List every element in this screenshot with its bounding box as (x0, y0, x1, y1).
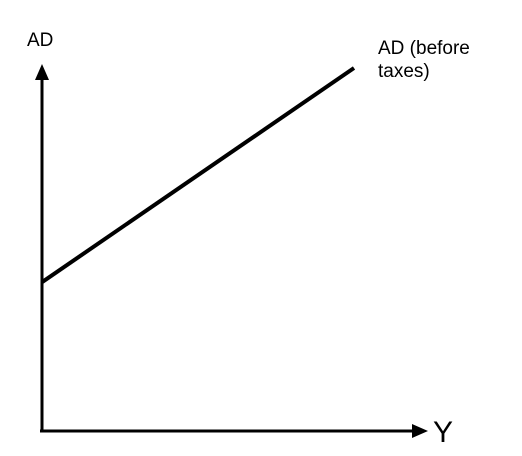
y-axis-arrowhead (35, 64, 49, 80)
x-axis-arrowhead (412, 424, 428, 438)
y-axis-label: AD (27, 30, 53, 51)
series-label-line-2: taxes) (378, 61, 430, 82)
x-axis-label: Y (433, 416, 453, 449)
series-line-ad-before-taxes (40, 66, 356, 284)
series-label: AD (before taxes) (378, 38, 475, 82)
series-label-line-1: AD (before (378, 38, 470, 59)
